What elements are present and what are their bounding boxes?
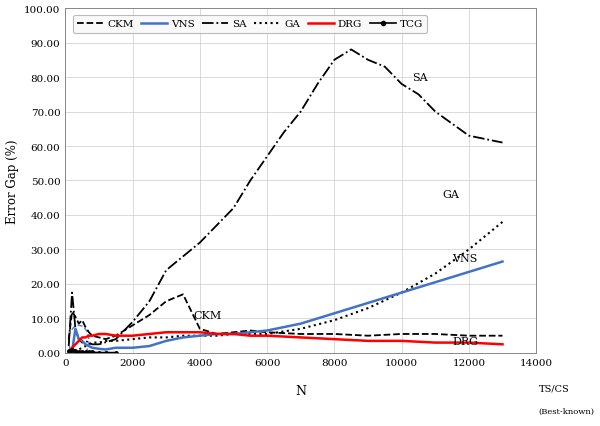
Text: (Best-known): (Best-known) bbox=[538, 406, 595, 414]
Legend: CKM, VNS, SA, GA, DRG, TCG: CKM, VNS, SA, GA, DRG, TCG bbox=[73, 16, 427, 34]
Text: TS/CS: TS/CS bbox=[538, 384, 569, 393]
Text: DRG: DRG bbox=[452, 336, 478, 346]
Text: TCG: TCG bbox=[0, 425, 1, 426]
Y-axis label: Error Gap (%): Error Gap (%) bbox=[5, 139, 19, 223]
Text: N: N bbox=[295, 384, 306, 397]
Text: SA: SA bbox=[412, 73, 427, 83]
Text: VNS: VNS bbox=[452, 253, 478, 263]
Text: CKM: CKM bbox=[193, 310, 221, 320]
Text: GA: GA bbox=[442, 190, 459, 200]
